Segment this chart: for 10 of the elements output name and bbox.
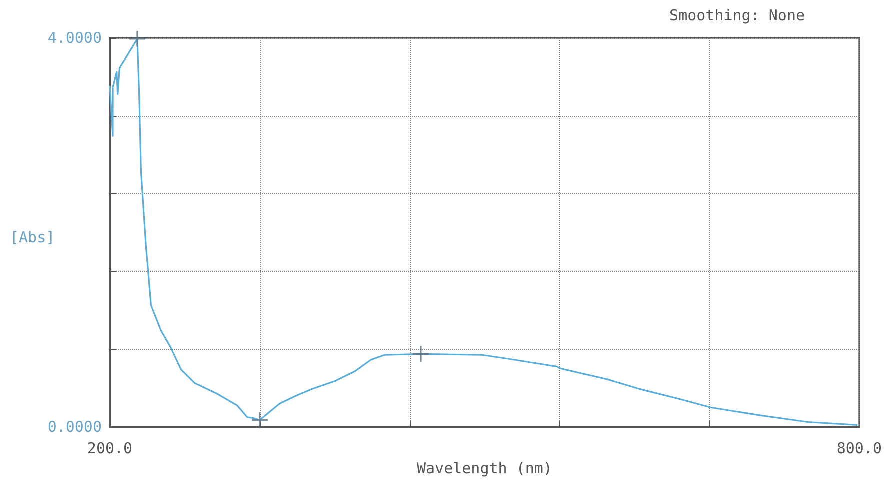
point	[413, 346, 430, 362]
y-tick-label: 4.0000	[48, 29, 102, 47]
point	[129, 30, 146, 47]
y-tick-label: 0.0000	[48, 418, 102, 436]
x-tick-label: 800.0	[836, 440, 882, 458]
text: Smoothing: None	[670, 6, 806, 24]
y-axis-title: [Abs]	[10, 228, 56, 246]
x-axis-title: Wavelength (nm)	[416, 460, 552, 478]
point	[252, 412, 268, 428]
x-tick-label: 200.0	[87, 440, 133, 458]
